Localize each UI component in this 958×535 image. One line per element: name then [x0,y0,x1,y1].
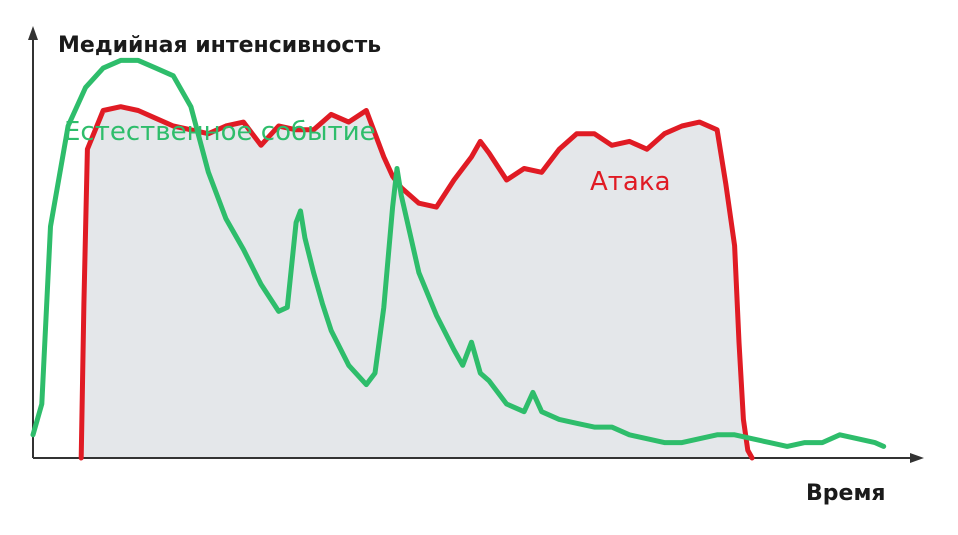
series-label-attack: Атака [590,167,671,197]
x-axis-title: Время [806,481,886,506]
series-line-natural-event [30,57,887,449]
y-axis-title: Медийная интенсивность [58,33,381,58]
y-axis-arrow [28,26,38,40]
series-line-attack [78,104,755,461]
series-label-natural-event: Естественное событие [64,117,376,147]
attack-area [81,106,753,458]
x-axis-arrow [910,453,924,463]
